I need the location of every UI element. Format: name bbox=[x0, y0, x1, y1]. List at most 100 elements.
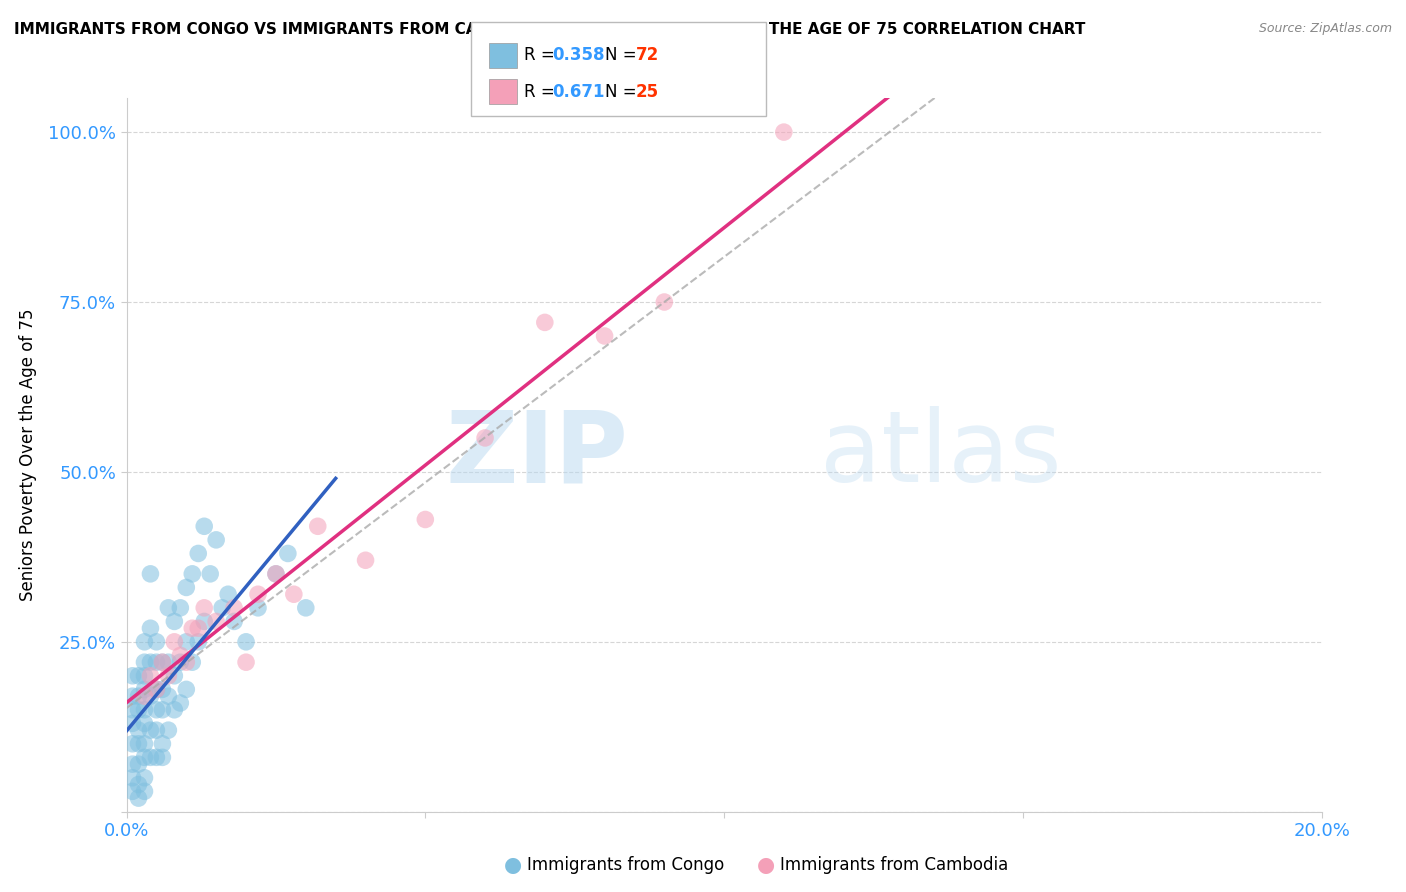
Point bbox=[187, 546, 209, 560]
Text: 72: 72 bbox=[636, 46, 659, 64]
Text: ●: ● bbox=[758, 855, 775, 875]
Point bbox=[187, 635, 209, 649]
Point bbox=[652, 295, 675, 310]
Point bbox=[169, 600, 191, 615]
Point bbox=[222, 615, 246, 629]
Point bbox=[145, 750, 167, 764]
Point bbox=[474, 431, 496, 445]
Point bbox=[152, 655, 174, 669]
Point bbox=[121, 669, 143, 683]
Point bbox=[121, 703, 143, 717]
Point bbox=[169, 696, 191, 710]
Point bbox=[139, 669, 162, 683]
Text: Immigrants from Congo: Immigrants from Congo bbox=[527, 856, 724, 874]
Point bbox=[163, 615, 186, 629]
Point bbox=[127, 757, 149, 772]
Point bbox=[773, 125, 796, 139]
Point bbox=[127, 737, 149, 751]
Point bbox=[134, 703, 156, 717]
Y-axis label: Seniors Poverty Over the Age of 75: Seniors Poverty Over the Age of 75 bbox=[20, 309, 37, 601]
Point bbox=[139, 723, 162, 738]
Point bbox=[235, 655, 257, 669]
Point bbox=[157, 723, 180, 738]
Point bbox=[134, 750, 156, 764]
Point bbox=[134, 716, 156, 731]
Point bbox=[134, 682, 156, 697]
Point bbox=[127, 778, 149, 792]
Point bbox=[264, 566, 287, 581]
Point bbox=[145, 723, 167, 738]
Point bbox=[127, 703, 149, 717]
Text: 0.358: 0.358 bbox=[553, 46, 605, 64]
Point bbox=[174, 635, 197, 649]
Point bbox=[294, 600, 316, 615]
Point bbox=[415, 512, 437, 526]
Point bbox=[200, 566, 222, 581]
Point bbox=[205, 533, 228, 547]
Text: 0.671: 0.671 bbox=[553, 83, 605, 101]
Point bbox=[205, 615, 228, 629]
Point bbox=[134, 655, 156, 669]
Point bbox=[247, 587, 270, 601]
Point bbox=[134, 635, 156, 649]
Point bbox=[307, 519, 329, 533]
Point bbox=[277, 546, 299, 560]
Point bbox=[127, 791, 149, 805]
Point bbox=[121, 737, 143, 751]
Point bbox=[145, 703, 167, 717]
Point bbox=[163, 703, 186, 717]
Point bbox=[163, 635, 186, 649]
Text: IMMIGRANTS FROM CONGO VS IMMIGRANTS FROM CAMBODIA SENIORS POVERTY OVER THE AGE O: IMMIGRANTS FROM CONGO VS IMMIGRANTS FROM… bbox=[14, 22, 1085, 37]
Point bbox=[157, 689, 180, 703]
Point bbox=[127, 669, 149, 683]
Text: Source: ZipAtlas.com: Source: ZipAtlas.com bbox=[1258, 22, 1392, 36]
Point bbox=[134, 737, 156, 751]
Point bbox=[121, 716, 143, 731]
Point bbox=[235, 635, 257, 649]
Point bbox=[134, 689, 156, 703]
Point bbox=[134, 771, 156, 785]
Point bbox=[157, 600, 180, 615]
Point bbox=[181, 621, 204, 635]
Point bbox=[145, 635, 167, 649]
Text: Immigrants from Cambodia: Immigrants from Cambodia bbox=[780, 856, 1008, 874]
Point bbox=[152, 655, 174, 669]
Point bbox=[211, 600, 233, 615]
Point bbox=[193, 519, 215, 533]
Point bbox=[139, 750, 162, 764]
Point bbox=[283, 587, 305, 601]
Point bbox=[139, 655, 162, 669]
Text: N =: N = bbox=[605, 83, 641, 101]
Text: R =: R = bbox=[524, 83, 561, 101]
Point bbox=[217, 587, 239, 601]
Point bbox=[157, 655, 180, 669]
Point bbox=[193, 600, 215, 615]
Point bbox=[174, 682, 197, 697]
Text: R =: R = bbox=[524, 46, 561, 64]
Point bbox=[187, 621, 209, 635]
Point bbox=[121, 757, 143, 772]
Point bbox=[121, 784, 143, 798]
Point bbox=[247, 600, 270, 615]
Point bbox=[152, 682, 174, 697]
Point bbox=[152, 750, 174, 764]
Point bbox=[157, 669, 180, 683]
Point bbox=[152, 703, 174, 717]
Point bbox=[174, 655, 197, 669]
Point bbox=[181, 566, 204, 581]
Point bbox=[145, 655, 167, 669]
Point bbox=[181, 655, 204, 669]
Point bbox=[127, 723, 149, 738]
Point bbox=[139, 621, 162, 635]
Text: atlas: atlas bbox=[820, 407, 1062, 503]
Point bbox=[222, 600, 246, 615]
Point bbox=[145, 682, 167, 697]
Text: N =: N = bbox=[605, 46, 641, 64]
Point bbox=[193, 615, 215, 629]
Point bbox=[145, 682, 167, 697]
Point bbox=[169, 648, 191, 663]
Point bbox=[174, 581, 197, 595]
Point bbox=[139, 566, 162, 581]
Point bbox=[264, 566, 287, 581]
Point bbox=[169, 655, 191, 669]
